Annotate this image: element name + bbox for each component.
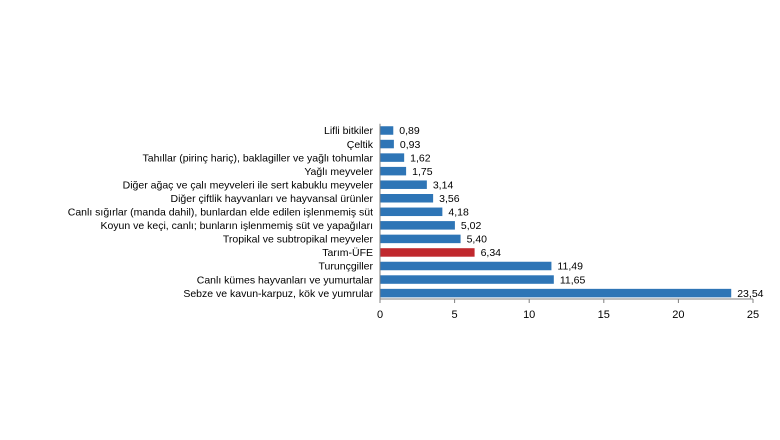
x-tick-label: 10 — [523, 309, 535, 321]
bar — [380, 126, 394, 135]
bar — [380, 166, 407, 176]
bar — [380, 275, 554, 284]
value-label: 3,56 — [439, 193, 460, 205]
value-label: 5,40 — [467, 234, 488, 246]
bar — [380, 288, 732, 298]
category-label: Çeltik — [347, 139, 374, 151]
value-label: 3,14 — [433, 179, 454, 191]
bar — [380, 234, 461, 244]
x-tick-label: 5 — [452, 309, 458, 321]
value-label: 11,65 — [560, 274, 586, 286]
bar — [380, 139, 394, 149]
labels-group: Lifli bitkiler 0,89 Çeltik 0,93 Tahıllar (pi… — [68, 125, 764, 300]
bar — [380, 221, 455, 230]
bar — [380, 261, 552, 271]
category-label: Yağlı meyveler — [304, 166, 373, 178]
category-label: Sebze ve kavun-karpuz, kök ve yumrular — [183, 288, 373, 300]
bar — [380, 194, 434, 203]
value-label: 1,75 — [412, 166, 433, 178]
value-label: 4,18 — [448, 207, 469, 219]
category-label: Lifli bitkiler — [324, 125, 374, 137]
category-label: Diğer çiftlik hayvanları ve hayvansal ür… — [170, 193, 373, 205]
category-label: Canlı sığırlar (manda dahil), bunlardan … — [68, 207, 373, 219]
category-label: Tahıllar (pirinç hariç), baklagiller ve … — [142, 152, 373, 164]
bar — [380, 180, 427, 189]
category-label: Koyun ve keçi, canlı; bunların işlenmemi… — [100, 220, 373, 232]
bar — [380, 153, 405, 162]
axes-group: 0 5 10 15 20 25 — [377, 123, 759, 321]
value-label: 0,89 — [399, 125, 420, 137]
category-label: Canlı kümes hayvanları ve yumurtalar — [197, 274, 374, 286]
x-tick-label: 15 — [598, 309, 610, 321]
x-tick-label: 0 — [377, 309, 383, 321]
category-label: Tarım-ÜFE — [322, 247, 373, 259]
x-tick-label: 25 — [747, 309, 759, 321]
bar — [380, 207, 443, 217]
category-label: Diğer ağaç ve çalı meyveleri ile sert ka… — [123, 179, 374, 191]
category-label: Tropikal ve subtropikal meyveler — [223, 234, 374, 246]
bars-group — [380, 126, 732, 298]
value-label: 11,49 — [557, 261, 583, 273]
category-label: Turunçgiller — [319, 261, 374, 273]
x-tick-label: 20 — [672, 309, 684, 321]
value-label: 6,34 — [481, 247, 502, 259]
value-label: 5,02 — [461, 220, 482, 232]
highlight-bar — [380, 248, 475, 257]
value-label: 0,93 — [400, 139, 421, 151]
value-label: 1,62 — [410, 152, 431, 164]
value-label: 23,54 — [737, 288, 763, 300]
